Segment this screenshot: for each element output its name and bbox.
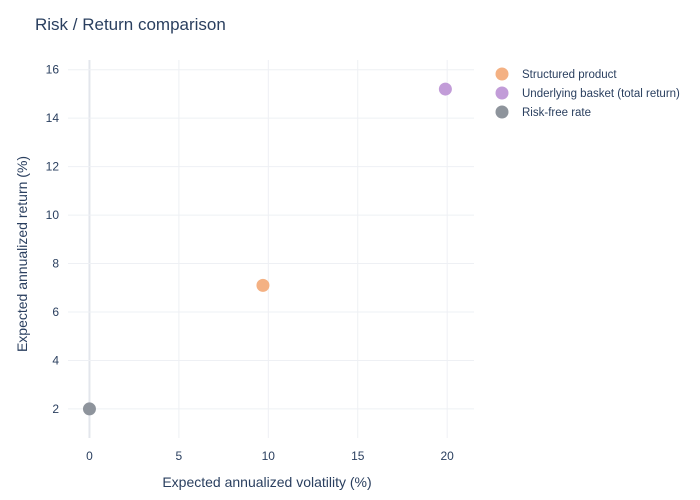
data-point: [438, 82, 452, 96]
x-tick-label: 15: [351, 449, 365, 463]
legend-label: Risk-free rate: [522, 107, 591, 119]
y-tick-label: 10: [46, 208, 60, 222]
y-tick-label: 12: [46, 160, 60, 174]
x-tick-label: 5: [176, 449, 183, 463]
x-tick-label: 10: [262, 449, 276, 463]
legend-marker: [495, 105, 509, 119]
x-axis-title: Expected annualized volatility (%): [162, 474, 371, 490]
axis-ticks: 0 5 10 15 20 2 4 6 8 10 12 14 16: [46, 63, 455, 463]
legend-marker: [495, 86, 509, 100]
y-tick-label: 4: [52, 353, 59, 367]
y-tick-label: 14: [46, 111, 60, 125]
plot-area: 0 5 10 15 20 2 4 6 8 10 12 14 16: [46, 60, 474, 463]
y-tick-label: 16: [46, 63, 60, 77]
y-tick-label: 8: [52, 257, 59, 271]
data-points: [82, 82, 452, 416]
legend-label: Structured product: [522, 69, 617, 81]
x-tick-label: 20: [440, 449, 454, 463]
legend-marker: [495, 67, 509, 81]
y-axis-title: Expected annualized return (%): [14, 156, 30, 352]
chart-title: Risk / Return comparison: [35, 15, 226, 34]
legend-label: Underlying basket (total return): [522, 88, 680, 100]
legend: Structured product Underlying basket (tot…: [495, 67, 680, 119]
y-tick-label: 6: [52, 305, 59, 319]
x-tick-label: 0: [86, 449, 93, 463]
data-point: [256, 278, 270, 292]
y-tick-label: 2: [52, 402, 59, 416]
grid-lines: [68, 60, 474, 438]
data-point: [82, 402, 96, 416]
